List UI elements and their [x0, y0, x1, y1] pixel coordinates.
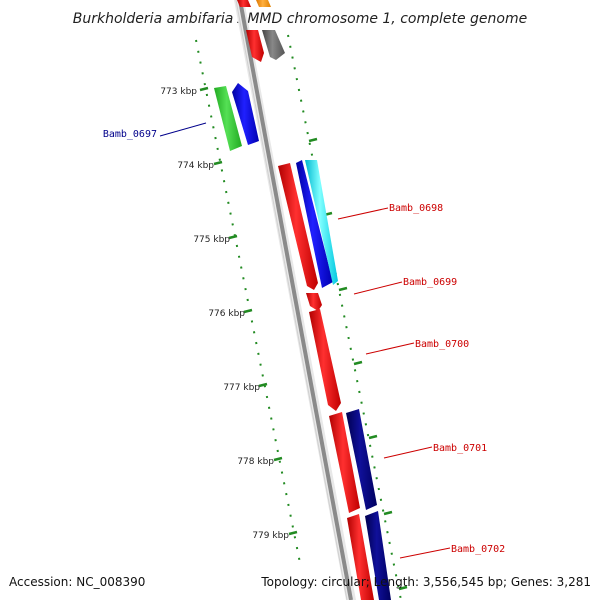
gene-feature-red-0699[interactable] — [306, 293, 322, 311]
gene-feature-navy-0701[interactable] — [346, 409, 377, 510]
kbp-label-773: 773 kbp — [160, 87, 197, 97]
kbp-label-775: 775 kbp — [193, 235, 230, 245]
label-leaders — [159, 122, 451, 559]
kbp-label-779: 779 kbp — [252, 531, 289, 541]
gene-feature-red-0700[interactable] — [309, 309, 341, 411]
gene-feature-red-0702[interactable] — [347, 514, 374, 600]
kbp-label-776: 776 kbp — [208, 309, 245, 319]
gene-label-bamb-0698[interactable]: Bamb_0698 — [389, 203, 443, 214]
gene-features — [214, 0, 391, 600]
kbp-label-777: 777 kbp — [223, 383, 260, 393]
kbp-label-774: 774 kbp — [177, 161, 214, 171]
gene-feature-red-0701[interactable] — [329, 412, 360, 513]
chromosome-backbone — [234, 0, 356, 600]
gene-feature-gray-top[interactable] — [262, 30, 285, 60]
scale-track — [195, 39, 302, 569]
gene-feature-orange-top[interactable] — [256, 0, 271, 7]
gene-label-bamb-0701[interactable]: Bamb_0701 — [433, 443, 487, 454]
accession-text: Accession: NC_008390 — [9, 575, 145, 589]
gene-label-bamb-0697[interactable]: Bamb_0697 — [103, 129, 157, 140]
gene-feature-blue-0698[interactable] — [296, 160, 333, 288]
genome-summary-text: Topology: circular; Length: 3,556,545 bp… — [260, 575, 591, 589]
gene-feature-cyan-0698[interactable] — [305, 160, 338, 285]
gene-feature-red-top[interactable] — [246, 30, 264, 62]
kbp-labels: 773 kbp 774 kbp 775 kbp 776 kbp 777 kbp … — [160, 87, 289, 541]
gene-feature-navy-0702[interactable] — [365, 511, 391, 600]
gene-label-bamb-0700[interactable]: Bamb_0700 — [415, 339, 469, 350]
scale-track-right — [287, 34, 402, 600]
gene-feature-red-0698[interactable] — [278, 163, 318, 290]
gene-feature-green[interactable] — [214, 86, 242, 151]
gene-feature-blue-0697[interactable] — [232, 83, 259, 145]
gene-labels: Bamb_0697 Bamb_0698 Bamb_0699 Bamb_0700 … — [103, 129, 505, 555]
map-title: Burkholderia ambifaria AMMD chromosome 1… — [73, 11, 527, 27]
scale-ticks — [199, 86, 298, 536]
kbp-label-778: 778 kbp — [237, 457, 274, 467]
gene-label-bamb-0699[interactable]: Bamb_0699 — [403, 277, 457, 288]
gene-label-bamb-0702[interactable]: Bamb_0702 — [451, 544, 505, 555]
